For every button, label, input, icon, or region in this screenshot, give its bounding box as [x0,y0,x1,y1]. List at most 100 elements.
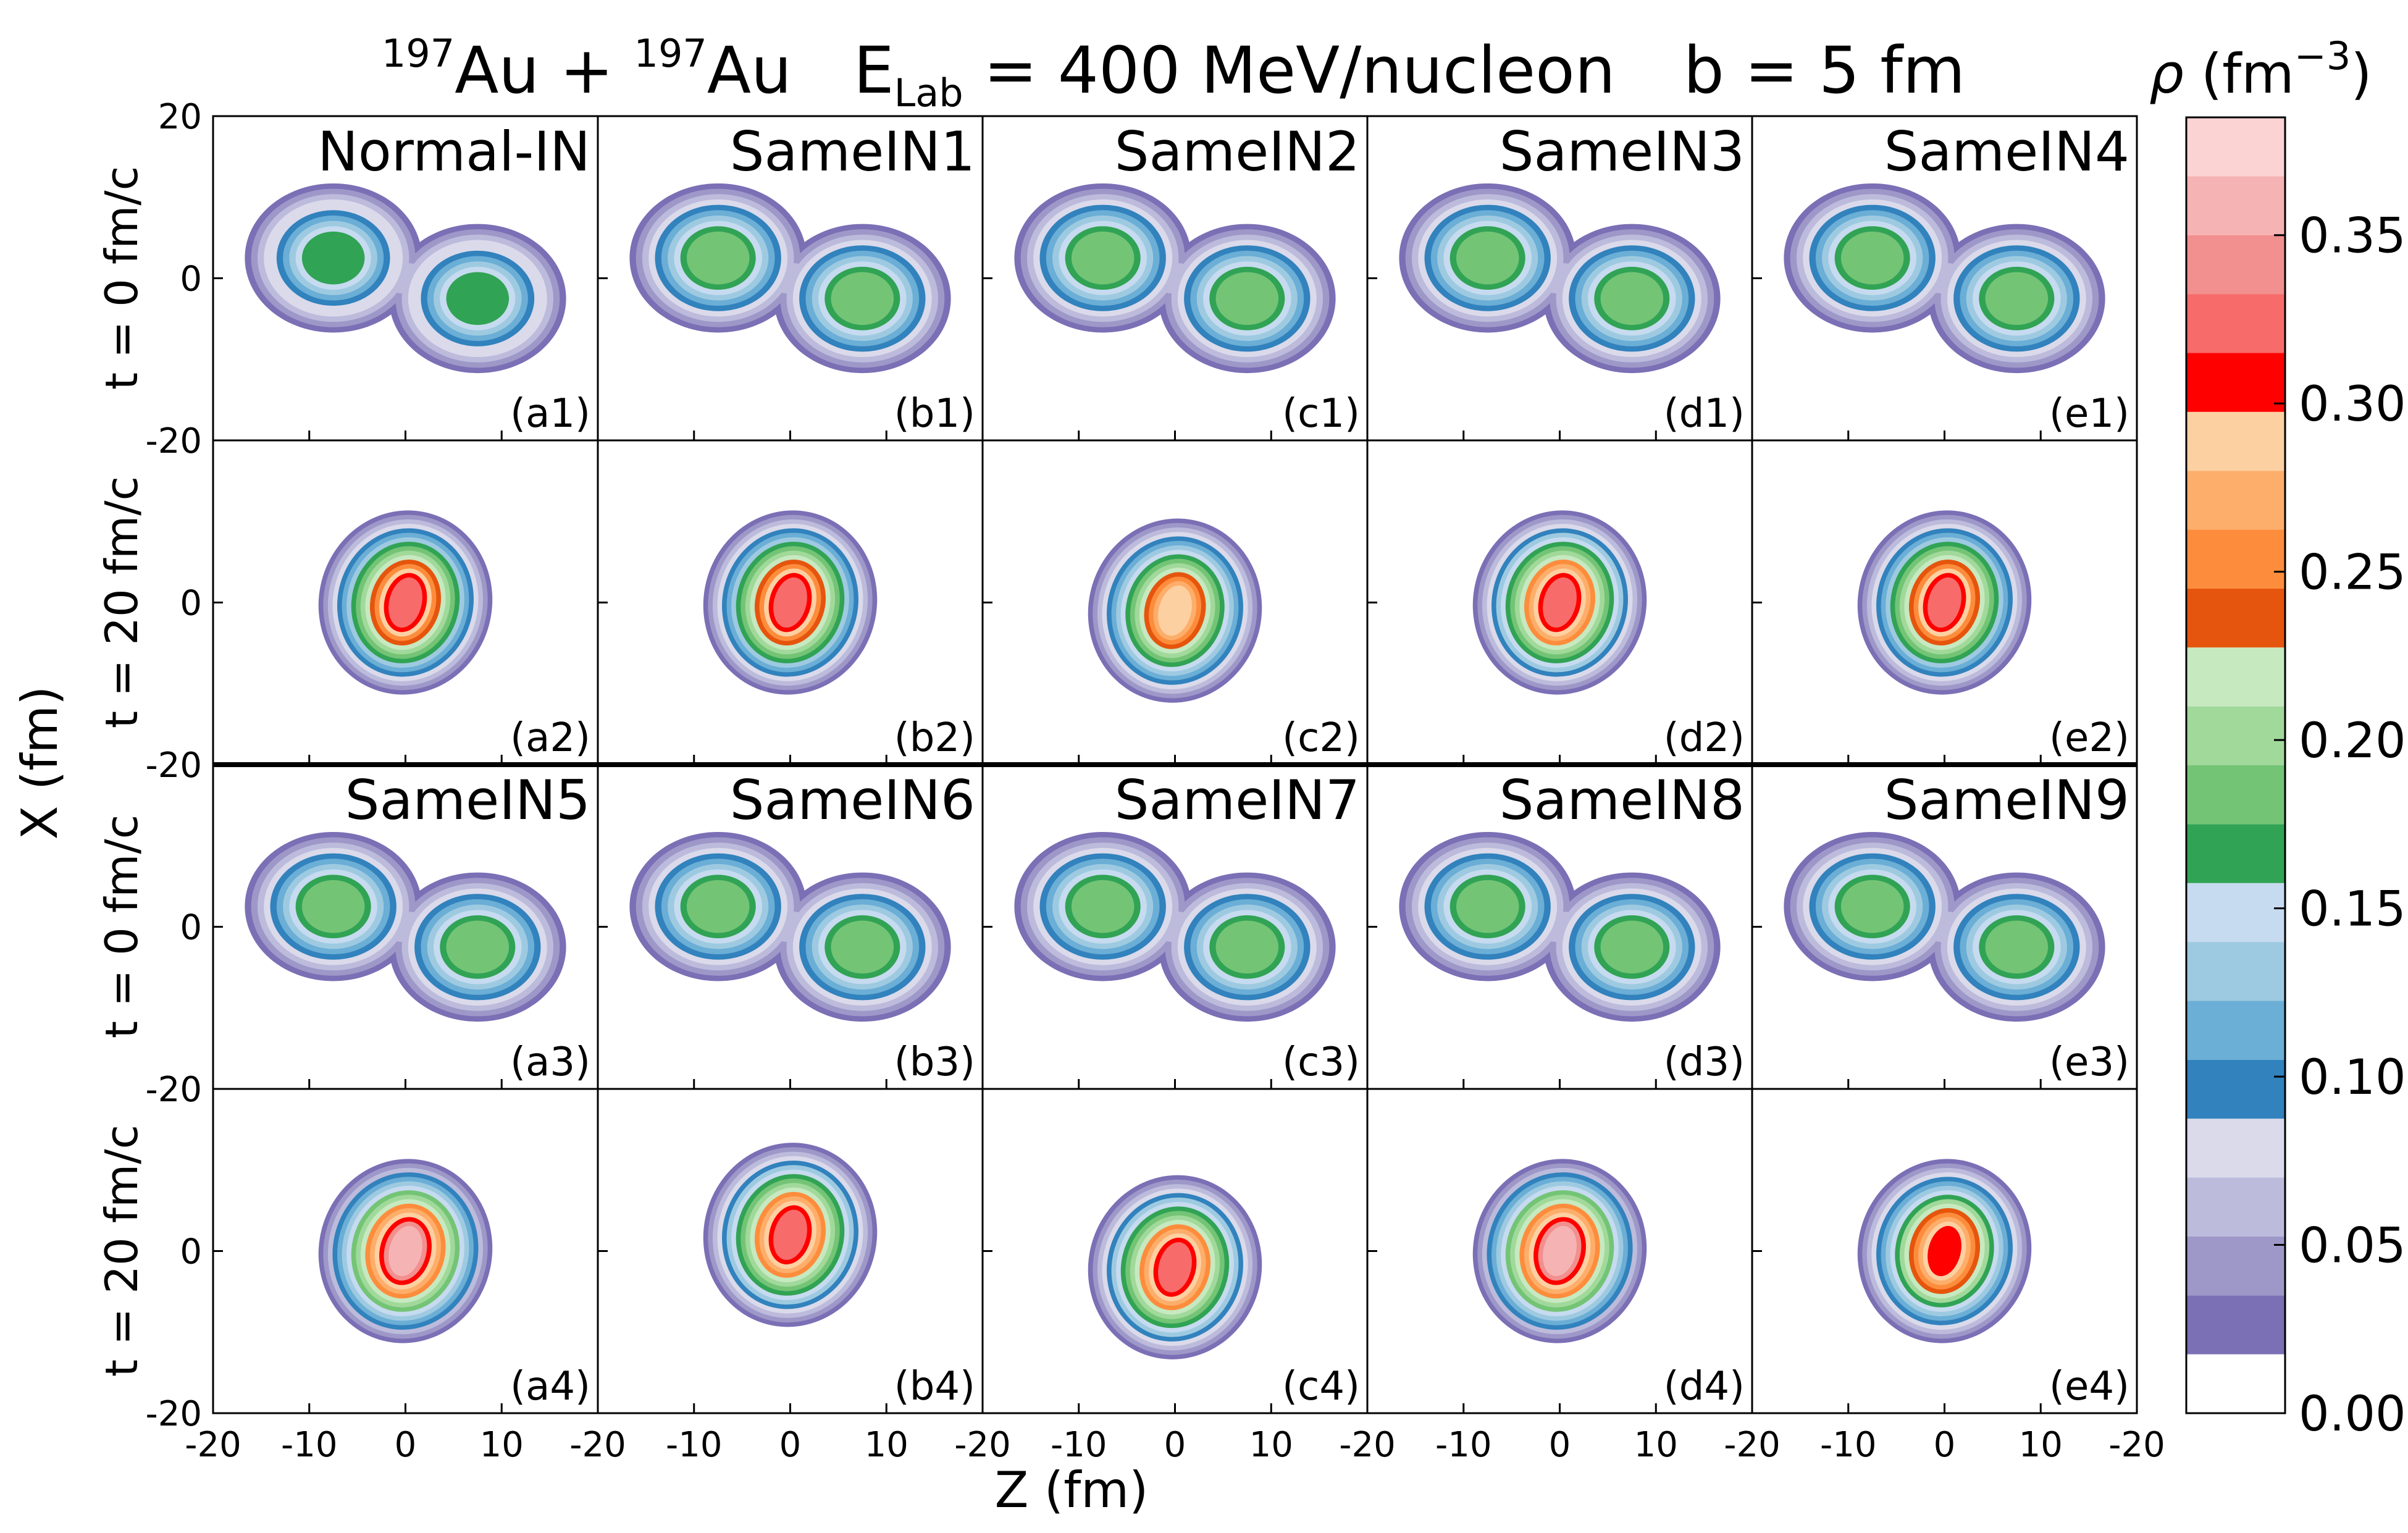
contour-level-9-nucleus-1 [1840,880,1904,933]
contours-e2 [1857,510,2032,695]
panel-title-b3: SameIN6 [730,768,975,832]
x-axis-label: Z (fm) [995,1461,1149,1519]
panel-c3: SameIN7 (c3) [981,763,1369,1090]
panel-a3: SameIN5 (a3) 0 -20 [146,763,599,1110]
colorbar-segment-1 [2186,1295,2285,1354]
panel-label-d4: (d4) [1664,1364,1745,1409]
contour-level-9-nucleus-2 [831,272,894,326]
colorbar-segment-9 [2186,824,2285,883]
y-tick-label: -20 [146,746,202,786]
panel-title-c1: SameIN2 [1115,120,1360,183]
contours-d2 [1472,510,1647,695]
colorbar-title: ρ (fm−3) [2149,33,2372,106]
contour-level-9-nucleus-1 [301,231,365,285]
contours-c3 [1014,831,1336,1022]
contour-level-9-nucleus-1 [1456,231,1519,285]
contour-level-9-nucleus-2 [446,920,510,974]
contours-c1 [1014,183,1336,374]
x-tick-label: 10 [1634,1425,1678,1465]
panel-label-b1: (b1) [894,391,975,437]
contours-e3 [1784,831,2105,1022]
contours-b1 [629,183,951,374]
colorbar-segment-11 [2186,706,2285,765]
colorbar-segment-6 [2186,1001,2285,1060]
contour-level-15 [388,577,422,628]
x-tick-label: -10 [281,1425,337,1465]
y-tick-label: -20 [146,1394,202,1434]
contours-a4 [318,1159,493,1343]
panel-d1: SameIN3 (d1) [1366,115,1753,442]
colorbar-segment-16 [2186,411,2285,471]
colorbar-tick-label: 0.00 [2299,1387,2406,1442]
colorbar-title-exponent: −3 [2294,33,2351,78]
contours-c4 [1088,1175,1262,1359]
contour-level-9-nucleus-1 [1071,880,1135,933]
panel-b4: (b4) -20 -10 0 10 [569,1088,984,1465]
panel-e3: SameIN9 (e3) [1751,763,2138,1090]
contours-d3 [1399,831,1721,1022]
colorbar-frame [2185,116,2286,1414]
panel-label-b3: (b3) [894,1040,975,1085]
panel-label-d2: (d2) [1664,715,1745,761]
row-label-3: t = 0 fm/c [96,815,148,1038]
panel-title-d1: SameIN3 [1500,120,1745,183]
contour-level-9-nucleus-1 [1456,880,1519,933]
colorbar-title-close: ) [2351,42,2372,106]
colorbar-segment-12 [2186,647,2285,707]
contour-level-15 [1158,586,1192,636]
colorbar-segment-17 [2186,353,2285,412]
panel-label-a1: (a1) [510,391,590,437]
x-tick-label: -10 [1435,1425,1491,1465]
y-tick-label: -20 [146,421,202,461]
contour-level-9-nucleus-2 [1985,272,2049,326]
contour-level-15 [773,1209,807,1260]
contours-d1 [1399,183,1721,374]
contour-level-9-nucleus-1 [1071,231,1135,285]
colorbar-segment-21 [2186,117,2285,177]
x-tick-label: -20 [954,1425,1010,1465]
colorbar-tick-label: 0.15 [2299,882,2406,938]
panel-e2: (e2) [1751,439,2138,766]
panel-title-b1: SameIN1 [730,120,975,183]
panel-label-a2: (a2) [510,715,590,761]
contour-level-15 [1928,1225,1961,1277]
x-tick-label: 0 [395,1425,417,1465]
panel-label-e3: (e3) [2049,1040,2129,1085]
panel-grid: Normal-IN (a1) 20 0 -20 SameIN1 (b1) SameIN2 (c1… [146,97,2165,1465]
x-tick-label: 10 [1249,1425,1293,1465]
figure-title: 197Au + 197Au ELab = 400 MeV/nucleon b = 5… [382,31,1965,116]
colorbar-tick-label: 0.35 [2299,209,2406,264]
contour-level-9-nucleus-2 [1215,920,1279,974]
panel-a4: (a4) 0 -20-20 -10 0 10 [146,1088,599,1465]
y-axis-label: X (fm) [11,686,69,840]
contours-a2 [318,510,493,695]
colorbar-segment-5 [2186,1059,2285,1119]
colorbar-segment-3 [2186,1177,2285,1237]
panel-e1: SameIN4 (e1) [1751,115,2138,442]
panel-label-e2: (e2) [2049,715,2129,761]
x-tick-label: -10 [1820,1425,1876,1465]
contours-a1 [245,183,566,374]
colorbar-segment-14 [2186,529,2285,589]
panel-label-c4: (c4) [1282,1364,1360,1409]
colorbar-segment-7 [2186,942,2285,1001]
x-tick-label: -20 [569,1425,626,1465]
panel-d3: SameIN8 (d3) [1366,763,1753,1090]
x-tick-label: -20 [1724,1425,1780,1465]
title-energy-value: = 400 MeV/nucleon [963,33,1616,108]
colorbar-segment-18 [2186,294,2285,353]
colorbar-tick-label: 0.30 [2299,377,2406,432]
panel-label-a4: (a4) [510,1364,590,1409]
y-tick-label: 0 [180,259,202,300]
colorbar: 0.00 0.05 0.10 0.15 0.20 0.25 0.30 0.35 [2185,116,2406,1442]
contour-level-9-nucleus-1 [686,231,750,285]
panel-title-a1: Normal-IN [317,120,590,183]
contour-level-9-nucleus-2 [1600,272,1664,326]
panel-label-e4: (e4) [2049,1364,2129,1409]
contours-b2 [703,510,878,695]
x-tick-label: 10 [480,1425,524,1465]
panel-title-e3: SameIN9 [1884,768,2129,832]
contour-level-9-nucleus-2 [1985,920,2049,974]
panel-b2: (b2) [597,439,984,766]
x-tick-label: -20 [2108,1425,2165,1465]
